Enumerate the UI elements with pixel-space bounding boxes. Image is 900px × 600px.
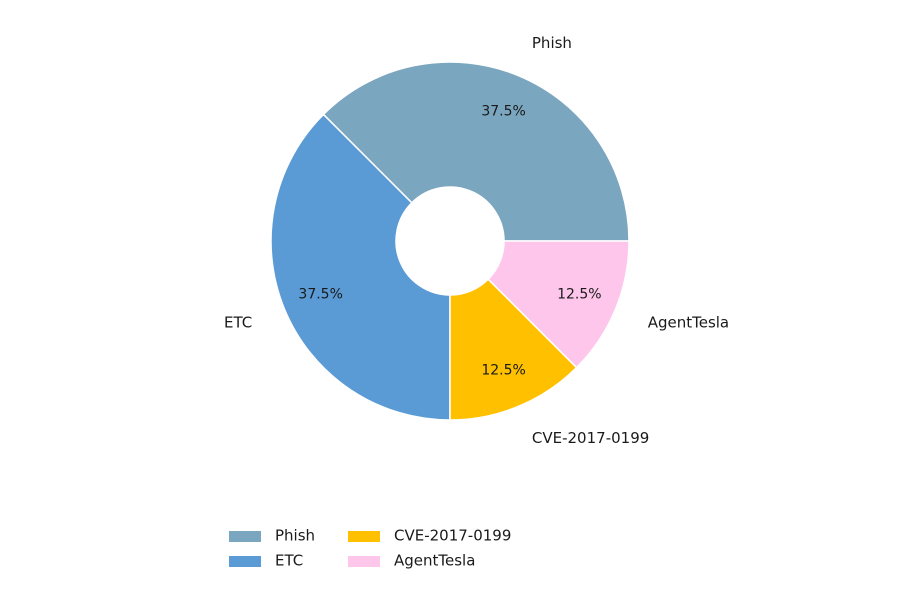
donut-slices xyxy=(270,61,630,421)
legend-label-agenttesla: AgentTesla xyxy=(394,552,475,570)
slice-cve-2017-0199 xyxy=(449,278,578,421)
legend-swatch-phish xyxy=(229,531,261,542)
pct-label-etc: 37.5% xyxy=(298,287,342,303)
legend-swatch-cve-2017-0199 xyxy=(348,531,380,542)
legend: Phish ETC CVE-2017-0199 AgentTesla xyxy=(229,527,511,570)
pct-label-phish: 37.5% xyxy=(481,104,525,120)
legend-label-cve-2017-0199: CVE-2017-0199 xyxy=(394,527,511,545)
slice-phish xyxy=(322,61,630,242)
slice-label-phish: Phish xyxy=(532,34,572,52)
slice-label-etc: ETC xyxy=(224,313,252,331)
slice-label-cve-2017-0199: CVE-2017-0199 xyxy=(532,429,649,447)
slice-labels: Phish 37.5% ETC 37.5% CVE-2017-0199 12.5% Agen… xyxy=(224,34,729,447)
slice-agenttesla xyxy=(487,240,630,369)
legend-label-etc: ETC xyxy=(275,552,303,570)
legend-label-phish: Phish xyxy=(275,527,315,545)
legend-swatch-agenttesla xyxy=(348,556,380,567)
pct-label-cve-2017-0199: 12.5% xyxy=(481,362,525,378)
slice-label-agenttesla: AgentTesla xyxy=(648,313,729,331)
legend-swatch-etc xyxy=(229,556,261,567)
slice-etc xyxy=(270,113,451,421)
pct-label-agenttesla: 12.5% xyxy=(557,287,601,303)
